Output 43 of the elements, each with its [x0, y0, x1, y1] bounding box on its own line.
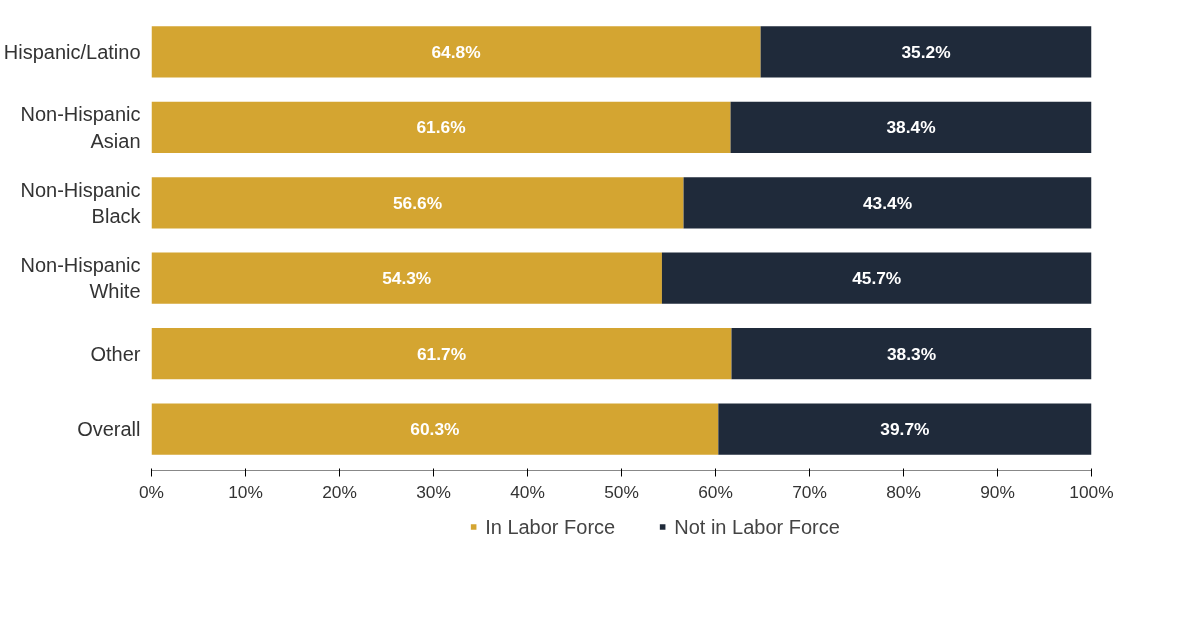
x-tick-label: 100% [1069, 481, 1114, 502]
bar [151, 327, 732, 380]
bar [730, 101, 1092, 154]
y-tick-label: Non-Hispanic White [20, 254, 141, 303]
x-tick-label: 0% [138, 481, 165, 502]
x-tick-label: 10% [228, 481, 263, 502]
legend-label: In Labor Force [485, 515, 616, 538]
y-tick-label: Non-Hispanic Black [20, 178, 142, 227]
x-tick-label: 80% [886, 481, 921, 502]
x-tick-label: 70% [792, 481, 827, 502]
x-tick-label: 90% [980, 481, 1015, 502]
bar [718, 403, 1092, 455]
text: 61.6% [416, 117, 466, 138]
text: 60.3% [410, 419, 460, 440]
bar [760, 26, 1092, 78]
text: 38.4% [886, 117, 936, 138]
bar [151, 101, 731, 154]
x-tick-label: 30% [416, 481, 451, 502]
y-tick-label: Non-Hispanic Asian [20, 103, 141, 152]
bar [731, 327, 1092, 380]
bar [661, 252, 1092, 304]
text: 64.8% [431, 41, 481, 62]
bar [151, 26, 761, 78]
y-tick-label: Hispanic/Latino [3, 40, 141, 63]
text: 45.7% [852, 268, 902, 289]
bar [151, 252, 662, 304]
bar [151, 177, 684, 229]
bar [151, 403, 719, 455]
x-tick-label: 20% [322, 481, 357, 502]
text: 56.6% [392, 192, 443, 213]
x-tick-label: 60% [698, 481, 733, 502]
text: 39.7% [880, 419, 930, 440]
text: 35.2% [901, 41, 951, 62]
x-tick-label: 50% [604, 481, 639, 502]
legend-label: Not in Labor Force [674, 515, 840, 538]
text: 43.4% [862, 192, 913, 213]
bar [683, 177, 1092, 229]
text: 38.3% [886, 343, 937, 364]
y-tick-label: Other [90, 342, 141, 365]
text: 61.7% [416, 343, 467, 364]
y-tick-label: Overall [77, 418, 141, 441]
text: 54.3% [382, 268, 432, 289]
x-tick-label: 40% [510, 481, 545, 502]
